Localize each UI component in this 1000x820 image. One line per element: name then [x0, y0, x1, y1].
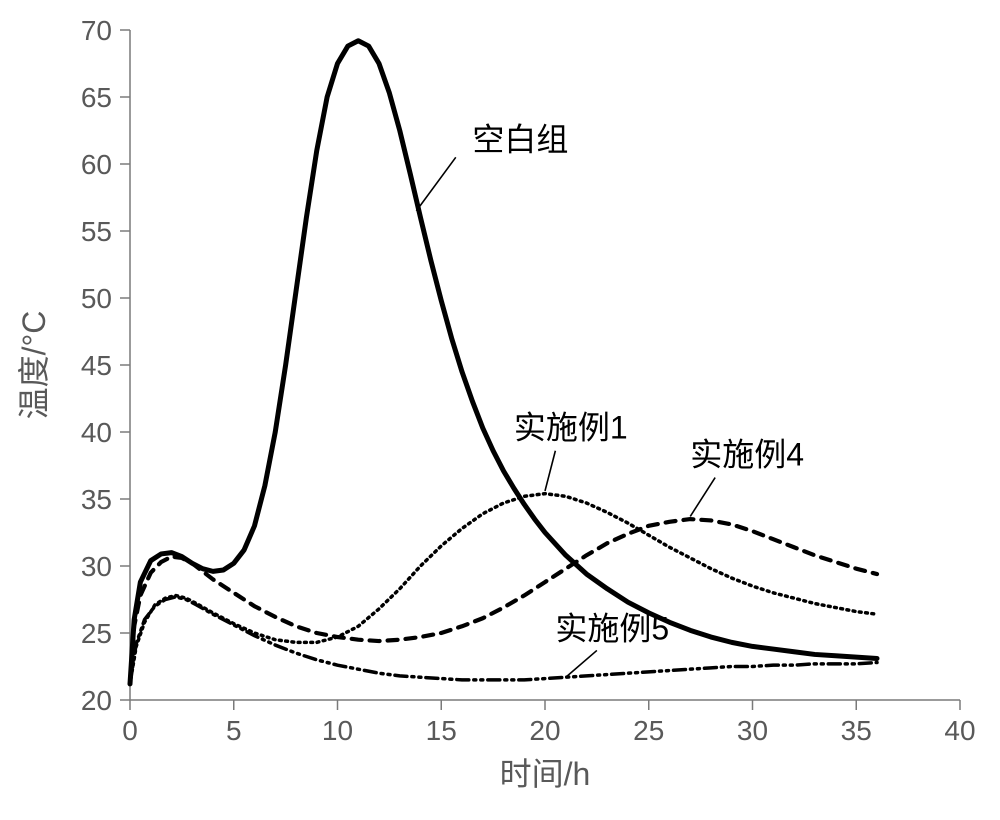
y-tick-label: 70	[81, 15, 112, 46]
callout-label-example4: 实施例4	[690, 437, 804, 473]
y-tick-label: 50	[81, 283, 112, 314]
x-tick-label: 5	[226, 715, 242, 746]
x-tick-label: 40	[944, 715, 975, 746]
x-tick-label: 25	[633, 715, 664, 746]
x-axis-title: 时间/h	[500, 756, 591, 792]
callout-line-example5	[566, 650, 597, 677]
y-axis-title: 温度/°C	[16, 311, 52, 420]
y-tick-label: 65	[81, 82, 112, 113]
callout-label-blank: 空白组	[472, 122, 568, 158]
x-tick-label: 35	[841, 715, 872, 746]
callout-line-blank	[416, 157, 455, 211]
x-tick-label: 20	[529, 715, 560, 746]
callout-line-example4	[690, 478, 715, 517]
y-tick-label: 25	[81, 618, 112, 649]
series-example5	[130, 597, 877, 684]
y-tick-label: 30	[81, 551, 112, 582]
chart-container: 0 5 10 15 20 25 30 35 40 时间/h 20 25 30 35 40 45 50 55 60 65…	[0, 0, 1000, 820]
line-chart: 0 5 10 15 20 25 30 35 40 时间/h 20 25 30 35 40 45 50 55 60 65…	[0, 0, 1000, 820]
callout-line-example1	[545, 451, 555, 491]
y-tick-label: 60	[81, 149, 112, 180]
series-example4	[130, 519, 877, 684]
y-tick-label: 45	[81, 350, 112, 381]
x-tick-label: 30	[737, 715, 768, 746]
x-tick-label: 10	[322, 715, 353, 746]
x-tick-label: 15	[426, 715, 457, 746]
callout-label-example5: 实施例5	[555, 611, 669, 647]
y-tick-label: 40	[81, 417, 112, 448]
y-tick-label: 35	[81, 484, 112, 515]
series-example1	[130, 494, 877, 684]
callout-label-example1: 实施例1	[514, 410, 628, 446]
y-tick-label: 55	[81, 216, 112, 247]
x-tick-label: 0	[122, 715, 138, 746]
y-tick-label: 20	[81, 685, 112, 716]
